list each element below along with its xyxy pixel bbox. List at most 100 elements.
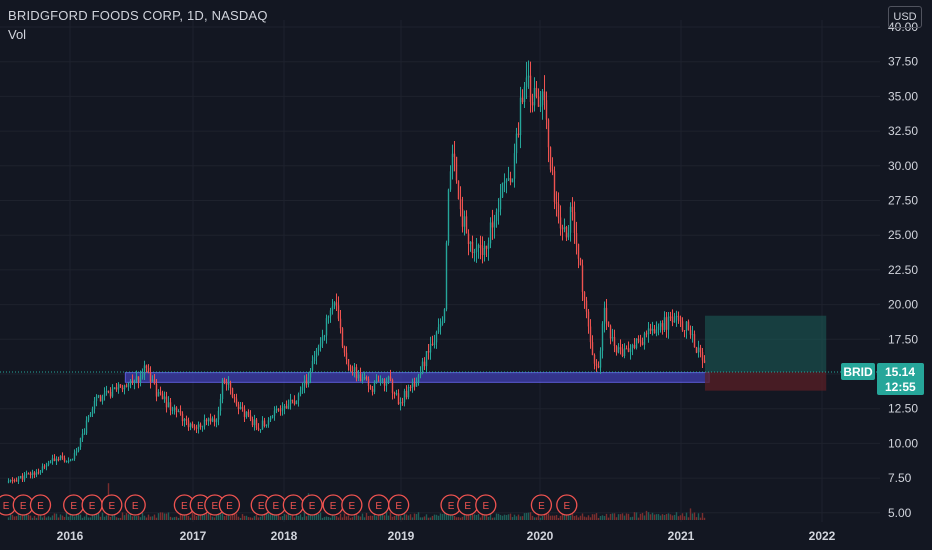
volume-bar — [421, 517, 424, 520]
candle-body — [257, 427, 260, 430]
earnings-label: E — [482, 501, 489, 512]
volume-bar — [397, 515, 400, 520]
candle-body — [205, 419, 208, 422]
volume-bar — [231, 514, 234, 520]
volume-legend-label[interactable]: Vol — [8, 27, 27, 42]
candle-body — [501, 182, 504, 198]
candle-body — [111, 389, 114, 397]
volume-bar — [331, 512, 334, 520]
volume-bar — [273, 513, 276, 520]
candle-body — [199, 424, 202, 427]
candle-body — [581, 265, 584, 292]
target-zone — [704, 315, 827, 373]
volume-bar — [417, 512, 420, 520]
volume-bar — [333, 515, 336, 520]
candle-body — [213, 418, 216, 423]
candle-body — [147, 367, 150, 373]
candle-body — [563, 227, 566, 230]
volume-bar — [185, 514, 188, 520]
volume-bar — [619, 514, 622, 520]
candle-body — [637, 338, 640, 341]
volume-bar — [403, 512, 406, 520]
candle-body — [407, 387, 410, 398]
candle-body — [169, 402, 172, 410]
volume-bar — [117, 517, 120, 520]
candle-body — [53, 458, 56, 461]
candle-body — [123, 385, 126, 390]
volume-bar — [457, 517, 460, 520]
candle-body — [565, 227, 568, 238]
candle-body — [135, 376, 138, 380]
candle-body — [217, 410, 220, 420]
volume-bar — [503, 514, 506, 520]
candle-body — [393, 392, 396, 395]
candle-body — [523, 86, 526, 103]
candle-body — [87, 416, 90, 421]
candle-body — [185, 419, 188, 421]
time-tick-label: 2021 — [668, 529, 695, 543]
candle-body — [369, 385, 372, 390]
volume-bar — [495, 513, 498, 520]
candle-body — [621, 349, 624, 357]
volume-bar — [375, 516, 378, 520]
volume-bar — [527, 512, 530, 520]
price-axis[interactable]: 5.007.5010.0012.5015.0017.5020.0022.5025… — [888, 20, 918, 520]
candle-body — [395, 393, 398, 395]
price-tick-label: 22.50 — [888, 263, 918, 277]
earnings-label: E — [464, 501, 471, 512]
volume-bar — [441, 514, 444, 520]
candle-body — [307, 377, 310, 385]
candle-body — [237, 404, 240, 410]
candle-body — [689, 329, 692, 335]
volume-bar — [199, 513, 202, 520]
candle-body — [497, 209, 500, 212]
volume-bar — [623, 515, 626, 520]
time-axis[interactable]: 2016 2017 2018 2019 2020 2021 2022 — [57, 529, 836, 543]
candle-body — [509, 178, 512, 183]
candle-body — [277, 408, 280, 411]
candle-body — [613, 337, 616, 347]
candle-body — [401, 402, 404, 404]
candle-body — [343, 346, 346, 353]
volume-bar — [339, 513, 342, 520]
time-tick-label: 2019 — [388, 529, 415, 543]
candle-body — [189, 423, 192, 428]
volume-bar — [453, 515, 456, 520]
candle-body — [301, 386, 304, 391]
candle-body — [455, 156, 458, 181]
volume-bar — [663, 514, 666, 520]
volume-bar — [245, 515, 248, 520]
candle-body — [327, 316, 330, 319]
candle-body — [447, 189, 450, 243]
volume-bar — [467, 512, 470, 520]
candle-body — [287, 404, 290, 409]
candle-body — [491, 222, 494, 228]
volume-bar — [225, 515, 228, 520]
volume-bar — [385, 511, 388, 520]
volume-bar — [341, 517, 344, 520]
currency-button[interactable]: USD — [888, 6, 922, 28]
volume-bar — [659, 515, 662, 520]
candle-body — [195, 427, 198, 429]
volume-bar — [431, 515, 434, 520]
volume-bar — [133, 515, 136, 520]
candle-body — [317, 346, 320, 351]
volume-bar — [599, 516, 602, 520]
earnings-icon — [29, 494, 52, 516]
volume-bar — [455, 517, 458, 520]
symbol-title[interactable]: BRIDGFORD FOODS CORP, 1D, NASDAQ — [8, 8, 268, 23]
volume-bar — [131, 516, 134, 520]
volume-bar — [691, 513, 694, 520]
time-tick-label: 2017 — [180, 529, 207, 543]
volume-bar — [603, 516, 606, 520]
candle-body — [303, 380, 306, 387]
candle-body — [311, 360, 314, 371]
volume-bar — [657, 514, 660, 520]
candle-body — [153, 379, 156, 384]
candle-body — [345, 352, 348, 360]
candle-body — [105, 390, 108, 394]
volume-bar — [155, 517, 158, 520]
candle-body — [177, 411, 180, 413]
